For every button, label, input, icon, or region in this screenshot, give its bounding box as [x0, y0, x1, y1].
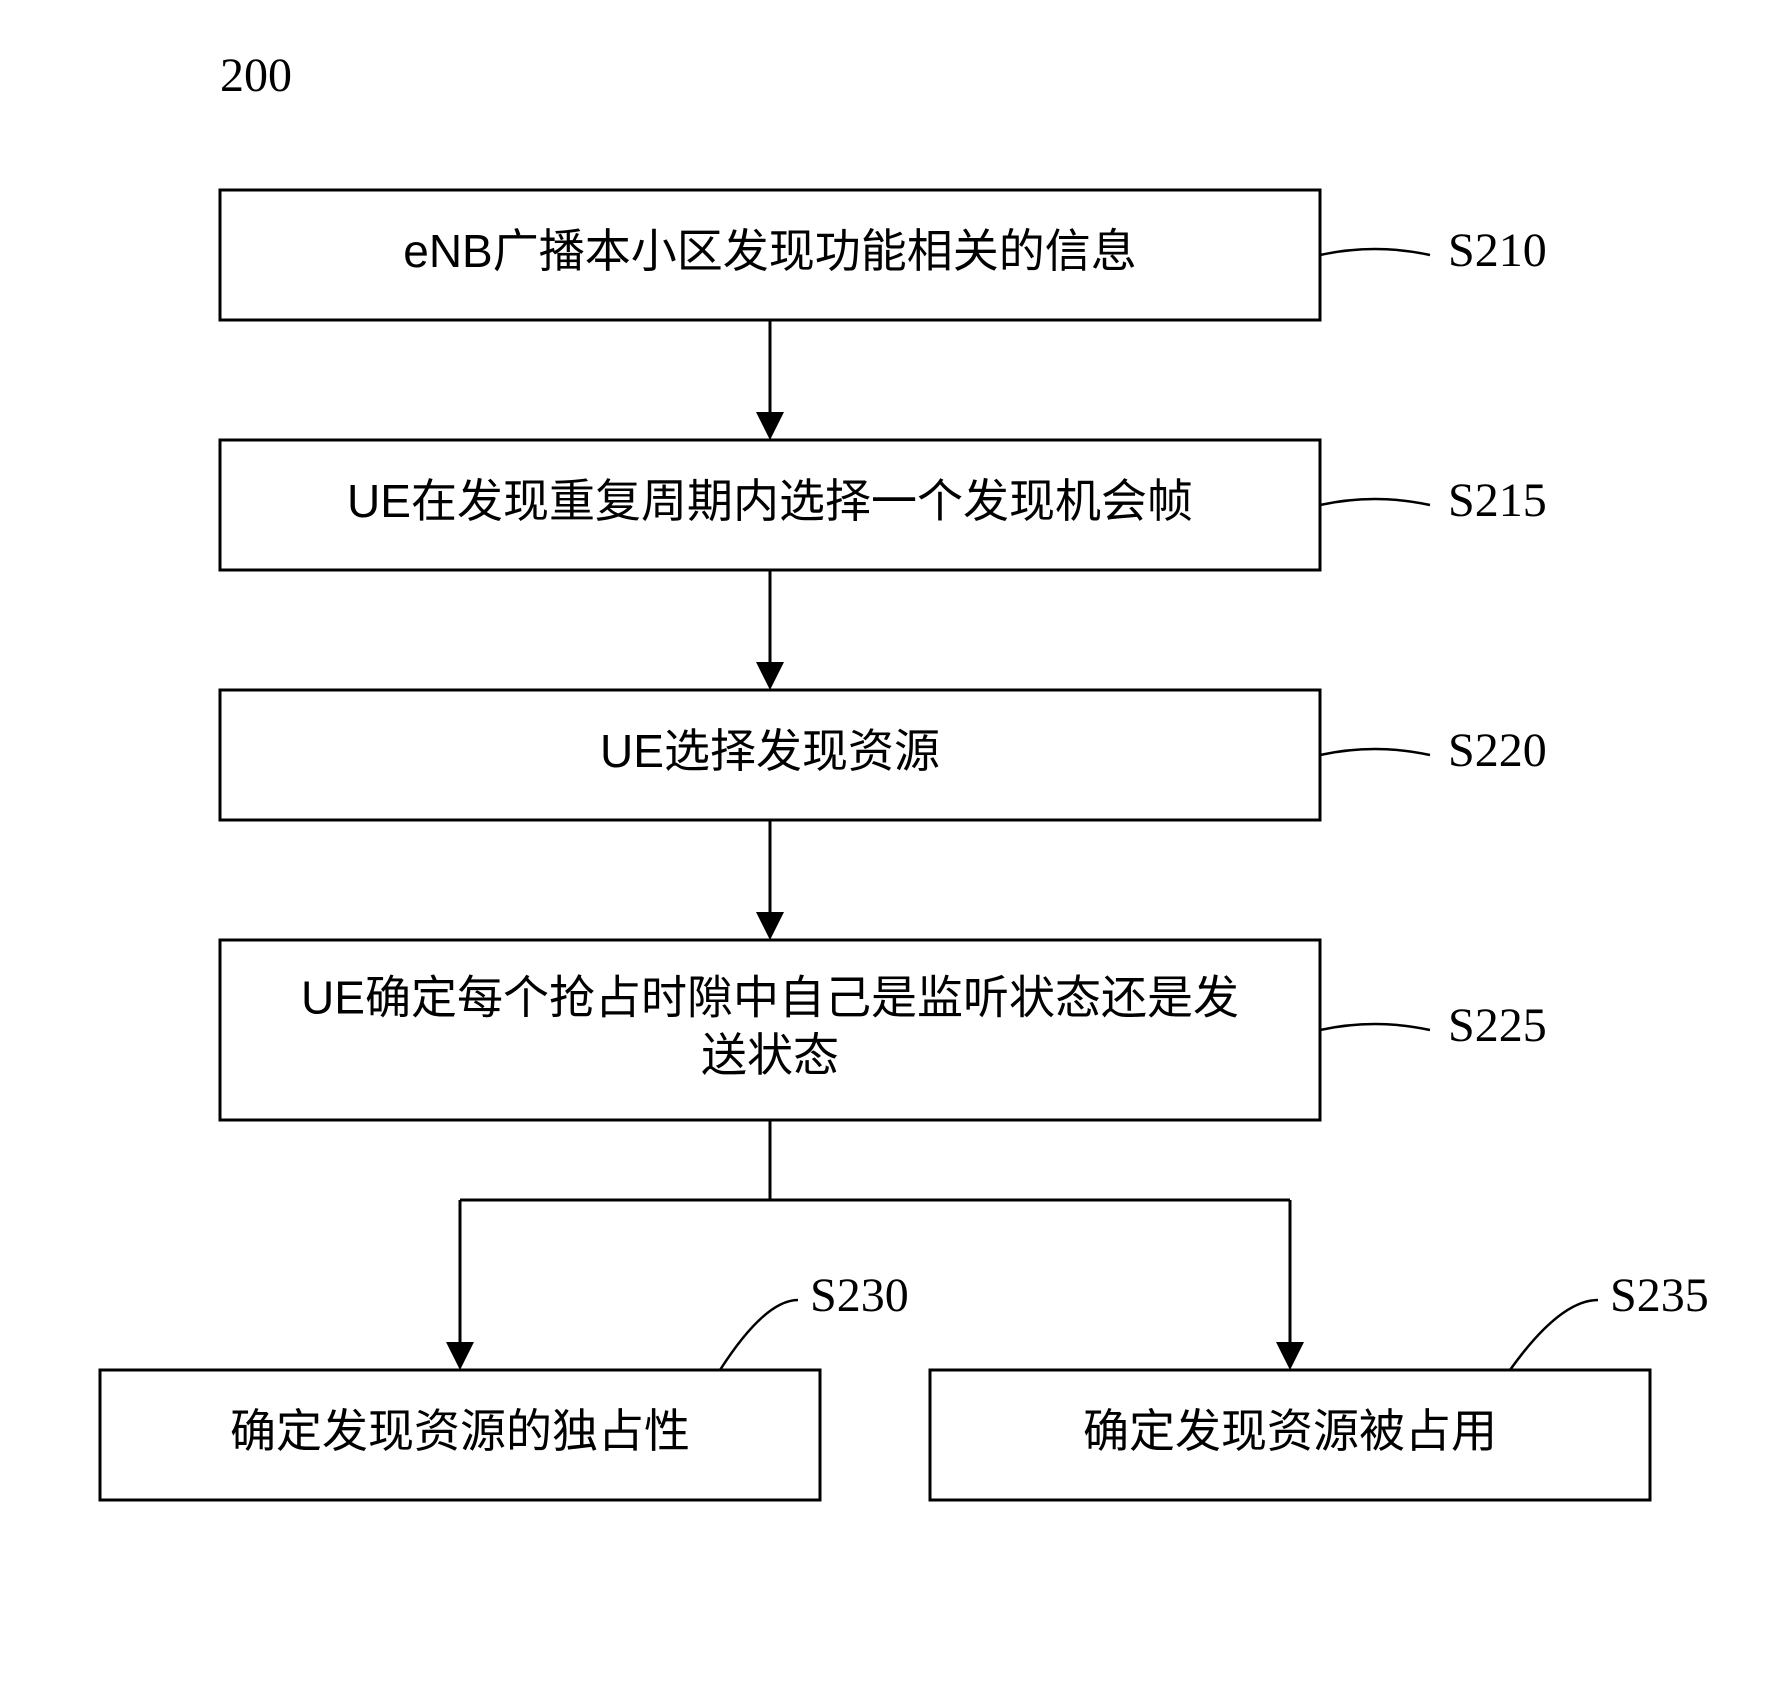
step-s235: 确定发现资源被占用 — [930, 1370, 1650, 1500]
step-s220-text: UE选择发现资源 — [600, 725, 940, 777]
step-s210-text: eNB广播本小区发现功能相关的信息 — [403, 225, 1136, 277]
label-s225: S225 — [1448, 999, 1547, 1052]
step-s225-text: 送状态 — [701, 1029, 839, 1081]
step-s225: UE确定每个抢占时隙中自己是监听状态还是发送状态 — [220, 940, 1320, 1120]
figure-number: 200 — [220, 49, 292, 102]
step-s225-text: UE确定每个抢占时隙中自己是监听状态还是发 — [301, 971, 1239, 1023]
flowchart: 200 eNB广播本小区发现功能相关的信息 UE在发现重复周期内选择一个发现机会帧 U… — [0, 0, 1784, 1696]
label-s215: S215 — [1448, 474, 1547, 527]
step-s215: UE在发现重复周期内选择一个发现机会帧 — [220, 440, 1320, 570]
label-s235: S235 — [1610, 1269, 1709, 1322]
label-s220: S220 — [1448, 724, 1547, 777]
step-s210: eNB广播本小区发现功能相关的信息 — [220, 190, 1320, 320]
step-s230-text: 确定发现资源的独占性 — [230, 1405, 690, 1457]
label-s230: S230 — [810, 1269, 909, 1322]
step-s235-text: 确定发现资源被占用 — [1083, 1405, 1497, 1457]
step-s215-text: UE在发现重复周期内选择一个发现机会帧 — [347, 475, 1193, 527]
step-s230: 确定发现资源的独占性 — [100, 1370, 820, 1500]
step-s220: UE选择发现资源 — [220, 690, 1320, 820]
label-s210: S210 — [1448, 224, 1547, 277]
